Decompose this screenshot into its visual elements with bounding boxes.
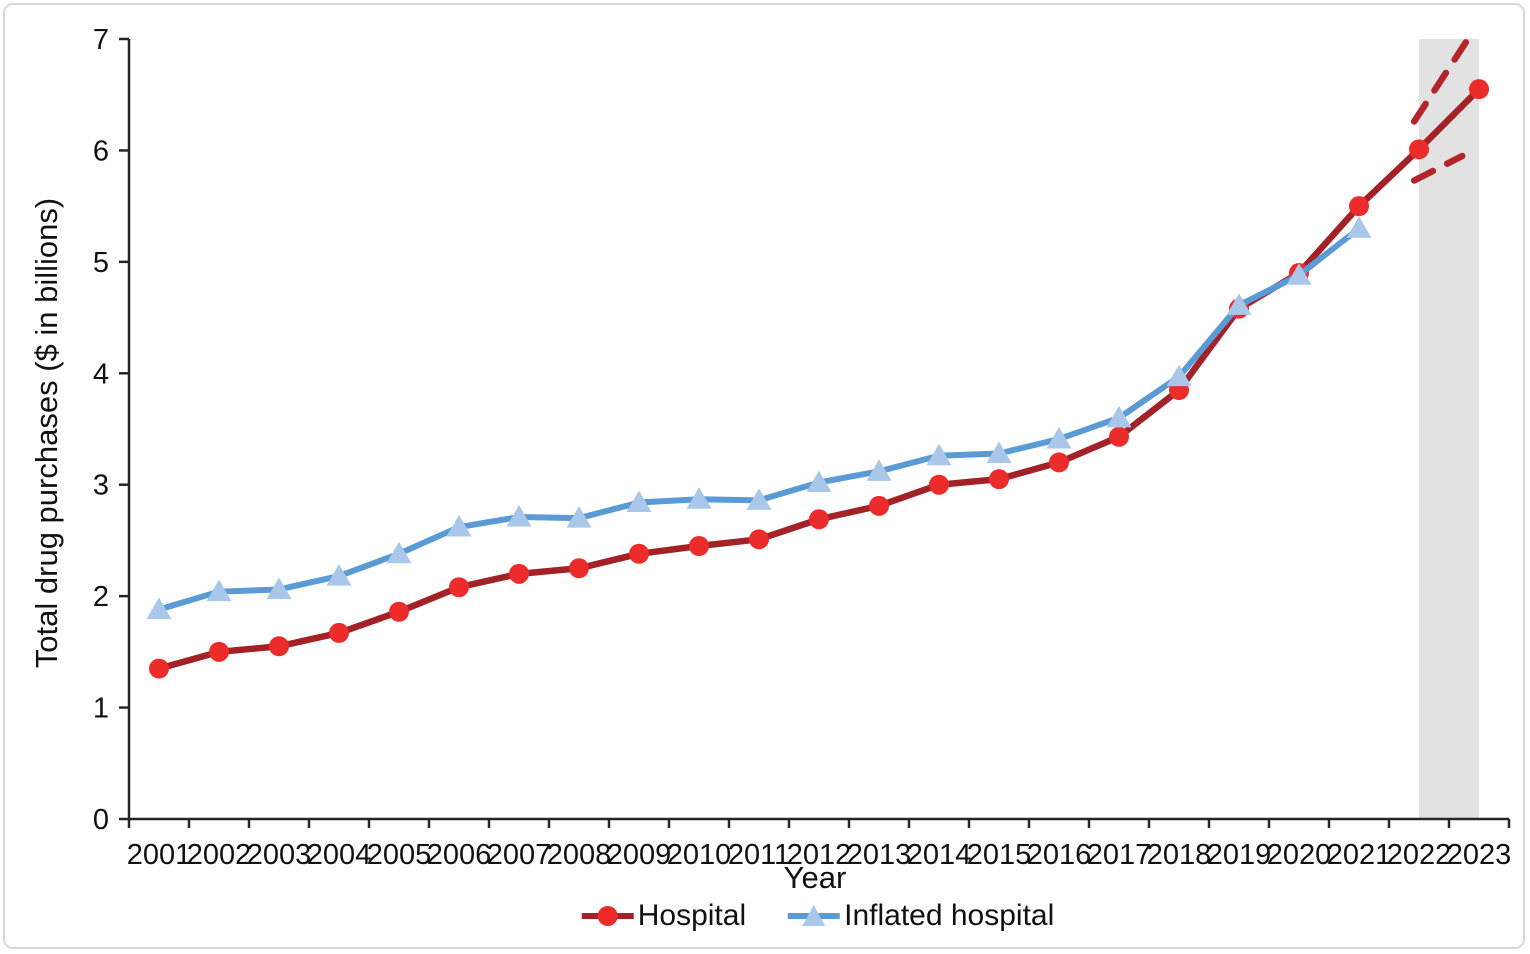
inflated-hospital-line-triangle-icon bbox=[788, 905, 841, 926]
y-tick-labels: 0 1 2 3 4 5 6 7 bbox=[93, 24, 109, 836]
axes bbox=[119, 37, 1511, 828]
svg-text:2009: 2009 bbox=[607, 839, 672, 871]
svg-text:2021: 2021 bbox=[1327, 839, 1392, 871]
svg-text:0: 0 bbox=[93, 804, 109, 836]
svg-text:1: 1 bbox=[93, 693, 109, 725]
svg-text:2016: 2016 bbox=[1027, 839, 1092, 871]
hospital-line-circle-icon bbox=[581, 906, 634, 926]
series-hospital bbox=[149, 79, 1489, 679]
svg-text:2002: 2002 bbox=[187, 839, 252, 871]
svg-text:2006: 2006 bbox=[427, 839, 492, 871]
legend-item-hospital: Hospital bbox=[580, 899, 746, 933]
svg-text:2017: 2017 bbox=[1087, 839, 1152, 871]
svg-text:2019: 2019 bbox=[1207, 839, 1272, 871]
svg-text:2013: 2013 bbox=[847, 839, 912, 871]
svg-text:2007: 2007 bbox=[487, 839, 552, 871]
legend-label-inflated-hospital: Inflated hospital bbox=[844, 899, 1055, 932]
svg-text:2015: 2015 bbox=[967, 839, 1032, 871]
legend-item-inflated-hospital: Inflated hospital bbox=[786, 899, 1054, 933]
svg-text:2020: 2020 bbox=[1267, 839, 1332, 871]
legend: Hospital Inflated hospital bbox=[580, 899, 1054, 933]
y-axis-title: Total drug purchases ($ in billions) bbox=[29, 197, 64, 669]
projection-dashed-lines bbox=[1410, 39, 1470, 184]
chart-canvas: 0 1 2 3 4 5 6 7 2001 2002 2003 2004 2005 2006 2007 2008… bbox=[3, 3, 1525, 949]
svg-text:7: 7 bbox=[93, 24, 109, 56]
line-chart-plot: 0 1 2 3 4 5 6 7 20012002200320042005200620072008… bbox=[93, 24, 1512, 871]
series-inflated-hospital bbox=[146, 216, 1372, 620]
legend-label-hospital: Hospital bbox=[637, 899, 747, 932]
svg-text:2022: 2022 bbox=[1387, 839, 1452, 871]
x-tick-labels: 2001200220032004200520062007200820092010… bbox=[127, 839, 1512, 871]
svg-text:2023: 2023 bbox=[1447, 839, 1512, 871]
svg-text:2014: 2014 bbox=[907, 839, 972, 871]
svg-text:2003: 2003 bbox=[247, 839, 312, 871]
svg-text:2: 2 bbox=[93, 581, 109, 613]
svg-text:2018: 2018 bbox=[1147, 839, 1212, 871]
svg-text:2001: 2001 bbox=[127, 839, 192, 871]
svg-text:2008: 2008 bbox=[547, 839, 612, 871]
svg-text:2005: 2005 bbox=[367, 839, 432, 871]
x-axis-title: Year bbox=[783, 860, 847, 895]
svg-text:3: 3 bbox=[93, 470, 109, 502]
projection-band bbox=[1419, 39, 1479, 818]
svg-text:4: 4 bbox=[93, 358, 109, 390]
svg-text:5: 5 bbox=[93, 247, 109, 279]
svg-text:2011: 2011 bbox=[728, 839, 790, 871]
svg-text:6: 6 bbox=[93, 135, 109, 167]
svg-text:2012: 2012 bbox=[787, 839, 852, 871]
svg-text:2004: 2004 bbox=[307, 839, 372, 871]
svg-text:2010: 2010 bbox=[667, 839, 732, 871]
